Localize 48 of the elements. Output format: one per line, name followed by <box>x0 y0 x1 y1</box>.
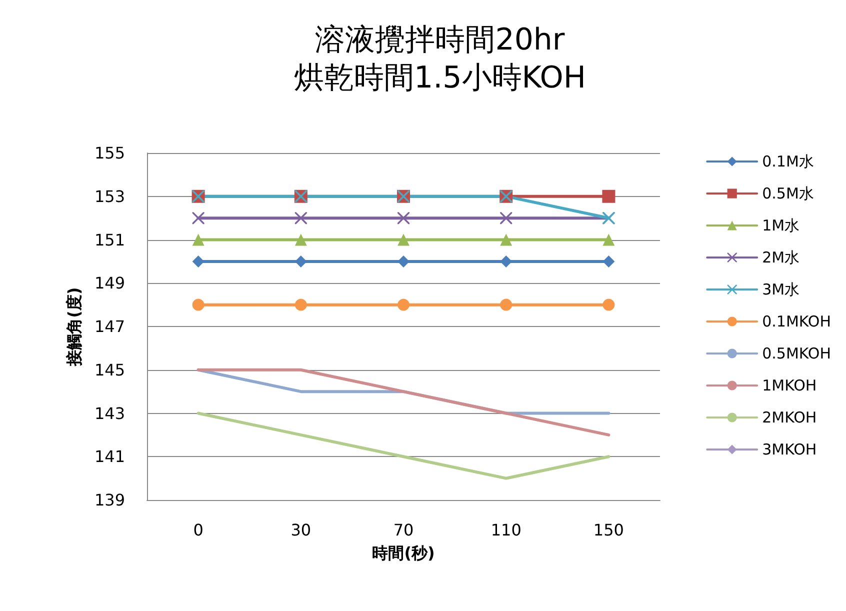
point <box>192 255 204 268</box>
point <box>398 255 410 268</box>
x-tick-label: 110 <box>490 520 522 540</box>
legend-label: 2MKOH <box>762 408 817 426</box>
legend-label: 0.5MKOH <box>762 344 832 362</box>
legend-label: 0.1M水 <box>762 152 814 170</box>
point <box>192 234 204 246</box>
line-series <box>196 368 610 436</box>
x-tick-label: 150 <box>593 520 624 540</box>
point <box>602 298 615 311</box>
x-tick-label: 30 <box>290 520 312 540</box>
point <box>192 298 204 311</box>
point <box>398 298 410 311</box>
point <box>602 234 615 246</box>
legend-label: 3MKOH <box>762 440 817 458</box>
point <box>398 234 410 246</box>
point <box>500 212 512 224</box>
y-tick-label: 143 <box>94 404 125 423</box>
point <box>398 212 410 224</box>
x-tick-label: 70 <box>393 520 414 540</box>
y-tick-label: 141 <box>94 447 125 466</box>
point <box>294 212 307 224</box>
legend-label: 0.1MKOH <box>762 312 832 330</box>
point <box>294 298 307 311</box>
y-tick-label: 149 <box>94 274 125 293</box>
chart-title: 溶液攪拌時間20hr <box>315 22 566 58</box>
chart-subtitle: 烘乾時間1.5小時KOH <box>294 60 586 96</box>
point <box>294 234 307 246</box>
y-tick-label: 147 <box>94 317 125 336</box>
point <box>500 234 512 246</box>
legend-label: 0.5M水 <box>762 184 814 202</box>
legend-label: 3M水 <box>762 280 800 298</box>
line-series <box>196 412 610 480</box>
x-axis-title: 時間(秒) <box>372 544 435 562</box>
point <box>500 298 512 311</box>
point <box>602 190 616 203</box>
point <box>192 212 204 224</box>
x-tick-label: 0 <box>193 520 204 540</box>
y-tick-label: 151 <box>94 230 125 250</box>
y-axis-title: 接觸角(度) <box>64 287 84 367</box>
legend-label: 1M水 <box>762 216 800 234</box>
y-tick-label: 153 <box>94 186 125 206</box>
y-tick-label: 145 <box>94 360 125 380</box>
legend-label: 1MKOH <box>762 376 817 394</box>
y-tick-label: 139 <box>94 490 125 510</box>
legend-label: 2M水 <box>762 248 800 266</box>
point <box>602 255 615 268</box>
y-tick-label: 155 <box>94 144 125 162</box>
